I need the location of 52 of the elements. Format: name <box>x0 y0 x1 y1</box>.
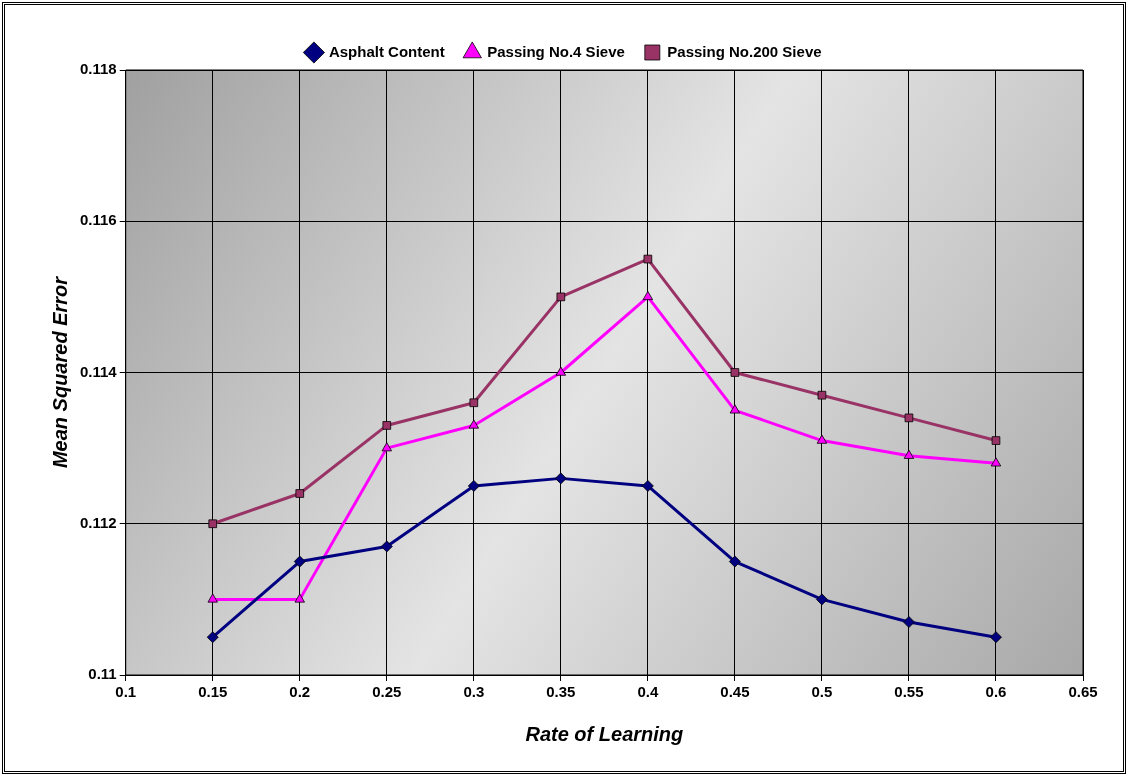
point <box>380 540 393 553</box>
y-tick-label: 0.114 <box>79 362 118 380</box>
point <box>206 631 219 644</box>
x-tick-label: 0.6 <box>985 683 1007 701</box>
legend-label: Passing No.200 Sieve <box>667 42 822 60</box>
point <box>990 457 1002 467</box>
point <box>555 366 566 376</box>
x-tick-label: 0.3 <box>463 683 485 701</box>
x-tick-label: 0.45 <box>720 683 750 701</box>
x-tick-label: 0.15 <box>198 683 228 701</box>
point <box>729 404 741 414</box>
point <box>467 480 480 492</box>
point <box>208 519 218 529</box>
point <box>469 398 479 408</box>
point <box>293 555 306 568</box>
x-tick-label: 0.5 <box>811 683 833 701</box>
point <box>642 290 654 301</box>
y-tick-label: 0.116 <box>79 211 117 229</box>
y-axis-title: Mean Squared Error <box>48 275 71 469</box>
x-tick-label: 0.65 <box>1068 683 1098 701</box>
x-tick-label: 0.1 <box>115 683 137 701</box>
x-tick-label: 0.25 <box>372 683 402 701</box>
x-tick-label: 0.35 <box>546 683 576 701</box>
point <box>643 254 653 264</box>
point <box>641 480 654 492</box>
point <box>556 292 566 302</box>
x-tick-label: 0.55 <box>894 683 924 701</box>
point <box>730 368 740 377</box>
legend-label: Passing No.4 Sieve <box>487 42 625 60</box>
point <box>903 449 915 459</box>
x-tick-label: 0.4 <box>637 683 659 701</box>
x-tick-label: 0.2 <box>289 683 311 701</box>
point <box>382 421 392 430</box>
point <box>991 436 1001 445</box>
point <box>554 472 567 485</box>
point <box>817 390 827 400</box>
point <box>990 631 1002 644</box>
y-tick-label: 0.11 <box>88 665 117 683</box>
point <box>903 616 915 628</box>
point <box>904 413 914 423</box>
y-tick-label: 0.112 <box>79 513 117 531</box>
point <box>381 442 392 452</box>
point <box>294 593 305 603</box>
y-tick-label: 0.118 <box>79 60 117 78</box>
point <box>295 489 305 498</box>
point <box>816 593 828 606</box>
point <box>207 593 218 603</box>
legend-label: Asphalt Content <box>328 42 445 60</box>
point <box>468 419 479 429</box>
point <box>728 555 741 568</box>
x-axis-title: Rate of Learning <box>525 722 684 745</box>
point <box>816 434 828 444</box>
